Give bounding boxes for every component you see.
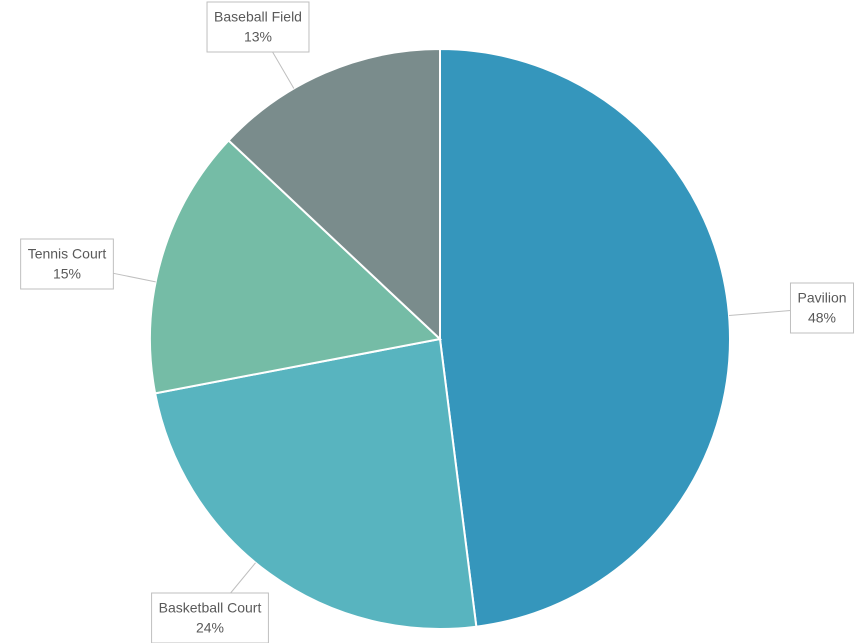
leader-line [272,51,295,89]
label-box [789,282,855,334]
label-box [206,1,310,53]
label-name: Baseball Field [214,9,302,25]
pie-slice [153,337,478,630]
data-label: Baseball Field 13% [206,1,310,53]
label-value: 48% [808,310,836,326]
leader-line [230,562,256,594]
label-name: Tennis Court [28,246,107,262]
leader-line [113,272,156,283]
label-value: 24% [196,620,224,636]
pie-slice [439,47,731,628]
pie-slice [149,139,443,395]
leader-line [729,310,791,317]
label-value: 13% [244,29,272,45]
label-name: Pavilion [797,290,846,306]
data-label: Basketball Court 24% [151,592,269,643]
label-box [20,238,114,290]
data-label: Tennis Court 15% [20,238,114,290]
label-value: 15% [53,266,81,282]
label-name: Basketball Court [159,600,262,616]
pie-slice [227,47,441,342]
data-label: Pavilion 48% [789,282,855,334]
label-box [151,592,269,643]
slices [149,47,731,630]
